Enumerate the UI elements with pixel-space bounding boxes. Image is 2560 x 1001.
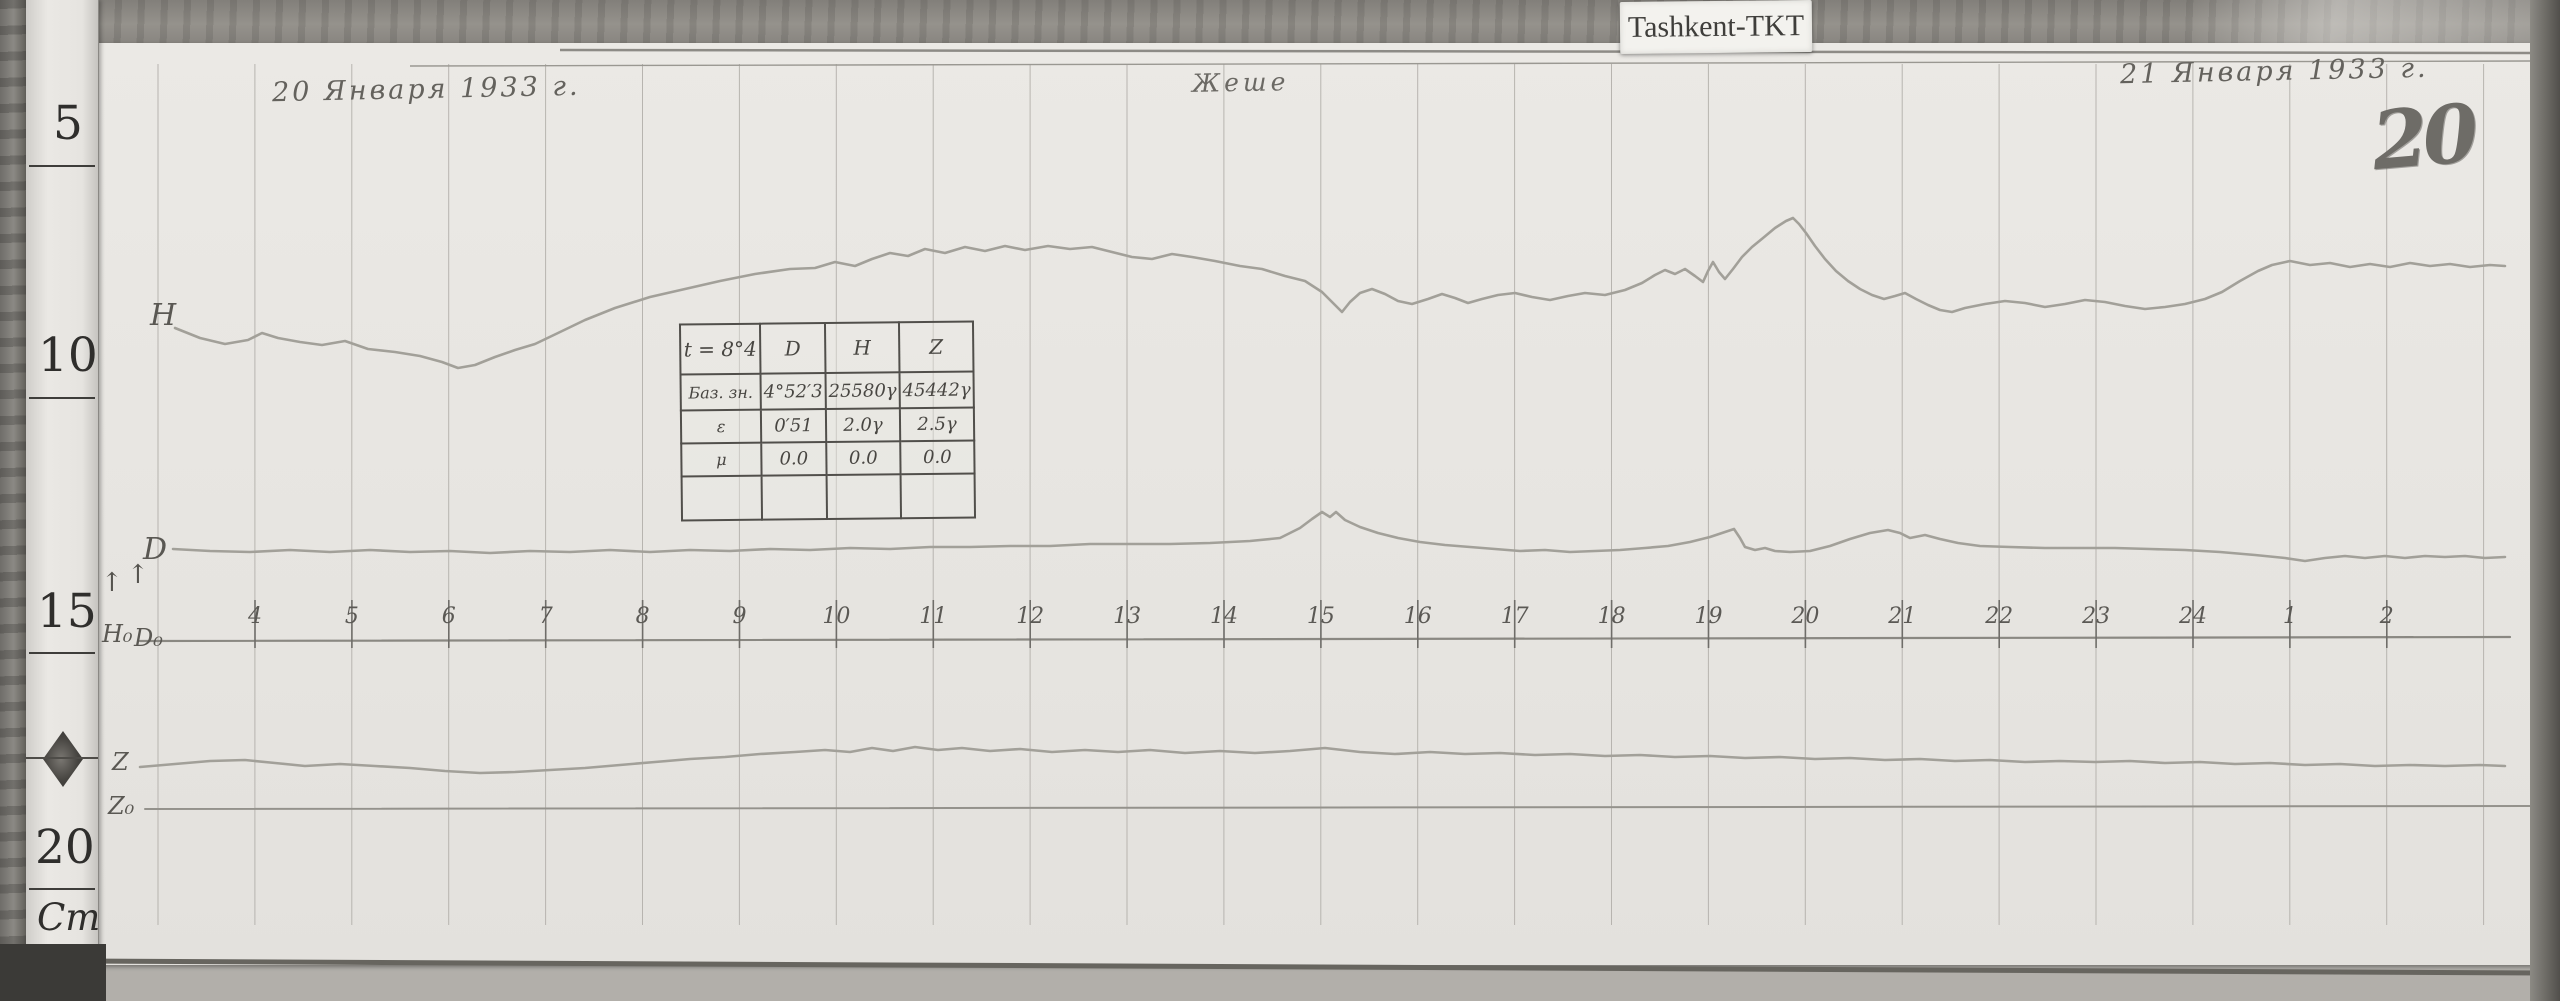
table-cell: 0.0 (826, 441, 901, 476)
hour-label: 19 (1694, 604, 1723, 629)
station-sticker: Tashkent-TKT (1619, 0, 1813, 55)
background-top-band (0, 0, 2560, 44)
hour-label: 14 (1210, 604, 1238, 629)
paper-top-rule-1 (559, 48, 2533, 55)
hour-label: 12 (1016, 604, 1045, 629)
table-cell: 2.5γ (899, 407, 975, 442)
hd-baseline (138, 635, 2512, 643)
table-row: μ 0.0 0.0 0.0 (681, 440, 975, 477)
table-cell (681, 475, 763, 521)
h0-baseline-label: Н₀ (102, 620, 133, 648)
hour-label: 9 (732, 604, 747, 629)
hour-label: 15 (1306, 604, 1335, 629)
station-label: Tashkent-TKT (1627, 9, 1805, 44)
table-cell: 0.0 (900, 440, 975, 475)
ruler-mark-10: 10 (38, 328, 98, 383)
table-cell: 2.0γ (825, 408, 901, 443)
d0-baseline-label: D₀ (134, 624, 163, 652)
paper-bottom-edge (77, 958, 2549, 976)
background-left-strip (0, 0, 30, 1001)
z0-baseline (144, 805, 2531, 810)
ruler-tick-line (29, 165, 95, 167)
hour-label: 21 (1888, 604, 1917, 629)
table-cell: Z (898, 321, 974, 373)
h-trace-label: Н (150, 298, 177, 333)
hour-label: 16 (1403, 604, 1432, 629)
ruler-tick-line (29, 397, 95, 399)
ruler-unit-label: Cm (37, 896, 101, 939)
h-trace (173, 216, 2507, 370)
table-cell (826, 474, 901, 520)
hour-label: 18 (1597, 604, 1626, 629)
table-cell: ε (680, 409, 762, 444)
table-cell: 0.0 (761, 442, 827, 476)
hour-label: 8 (635, 604, 650, 629)
diamond-fiducial-icon (43, 731, 83, 787)
cm-ruler: 5 10 15 20 Cm (26, 0, 101, 956)
table-cell (761, 475, 827, 520)
table-cell: μ (681, 442, 762, 477)
table-cell: 4°52′3 (760, 373, 826, 410)
table-cell: 45442γ (899, 371, 974, 409)
ruler-mark-15: 15 (37, 584, 97, 639)
ruler-tick-line (29, 652, 95, 654)
d-trace-label: D (143, 532, 168, 567)
hour-label: 6 (441, 604, 456, 629)
date-left: 20 Января 1933 г. (271, 70, 581, 109)
ruler-tick-line (29, 888, 95, 890)
table-cell: t = 8°4 (679, 323, 761, 375)
calibration-table: t = 8°4 D H Z Баз. зн. 4°52′3 25580γ 454… (678, 320, 976, 522)
hour-label: 10 (822, 604, 851, 629)
chart-paper (96, 43, 2536, 965)
observer-note: Жеше (1191, 67, 1290, 98)
table-cell (900, 473, 975, 519)
z-trace-label: Z (112, 748, 129, 776)
fiducial-line (26, 757, 98, 759)
hour-label: 7 (538, 604, 553, 629)
table-row (681, 473, 975, 521)
table-row: ε 0′51 2.0γ 2.5γ (680, 407, 975, 444)
hour-label: 1 (2282, 604, 2297, 629)
hour-label: 23 (2082, 604, 2111, 629)
paper-top-rule-2 (409, 60, 2531, 67)
ruler-mark-5: 5 (53, 96, 83, 151)
background-bottom-left-corner (0, 944, 106, 1001)
hour-label: 4 (248, 604, 262, 629)
hour-label: 11 (919, 604, 948, 629)
hour-label: 24 (2179, 604, 2207, 629)
table-cell: Баз. зн. (680, 373, 761, 411)
hour-label: 13 (1113, 604, 1142, 629)
background-top-right-paper-edge (2185, 0, 2560, 46)
table-row: Баз. зн. 4°52′3 25580γ 45442γ (680, 371, 974, 411)
page-number: 20 (2368, 85, 2478, 189)
hour-label: 17 (1500, 604, 1529, 629)
hour-label: 2 (2379, 604, 2394, 629)
up-arrow-icon: ↑ (127, 560, 149, 590)
table-row: t = 8°4 D H Z (679, 321, 974, 375)
hour-label: 5 (344, 604, 359, 629)
table-cell: D (759, 323, 826, 374)
date-right: 21 Января 1933 г. (2119, 52, 2429, 91)
ruler-mark-20: 20 (35, 820, 95, 875)
d-trace (171, 510, 2507, 563)
table-cell: H (824, 322, 900, 374)
hour-label: 22 (1985, 604, 2014, 629)
z0-baseline-label: Z₀ (108, 792, 135, 820)
hour-label: 20 (1791, 604, 1820, 629)
z-trace (138, 745, 2507, 775)
background-right-strip (2530, 0, 2560, 1001)
table-cell: 0′51 (760, 409, 827, 443)
up-arrow-icon: ↑ (101, 568, 123, 598)
table-cell: 25580γ (825, 372, 900, 410)
